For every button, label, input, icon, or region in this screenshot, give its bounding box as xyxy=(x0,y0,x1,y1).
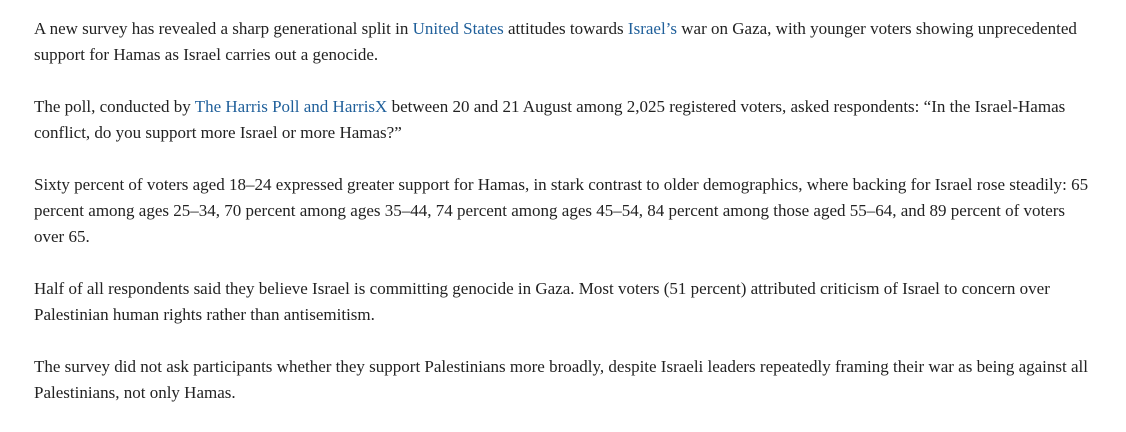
paragraph-3: Sixty percent of voters aged 18–24 expre… xyxy=(34,175,1089,246)
paragraph-1: A new survey has revealed a sharp genera… xyxy=(34,16,1094,68)
paragraph-5: The survey did not ask participants whet… xyxy=(34,357,1088,402)
paragraph-1-text-b: attitudes towards xyxy=(503,19,628,38)
article-body: A new survey has revealed a sharp genera… xyxy=(34,16,1094,432)
paragraph-4: Half of all respondents said they believ… xyxy=(34,279,1050,324)
paragraph-2: The poll, conducted by The Harris Poll a… xyxy=(34,94,1094,146)
link-israel[interactable]: Israel’s xyxy=(627,19,678,38)
paragraph-1-text-a: A new survey has revealed a sharp genera… xyxy=(34,19,413,38)
paragraph-2-text-a: The poll, conducted by xyxy=(34,97,195,116)
paragraph-1-text-c: war on Gaza, with younger voters showing… xyxy=(34,19,1077,64)
link-united-states[interactable]: United States xyxy=(412,19,504,38)
paragraph-2-text-b: between 20 and 21 August among 2,025 reg… xyxy=(34,97,1066,142)
link-harris-poll[interactable]: The Harris Poll and HarrisX xyxy=(194,97,388,116)
